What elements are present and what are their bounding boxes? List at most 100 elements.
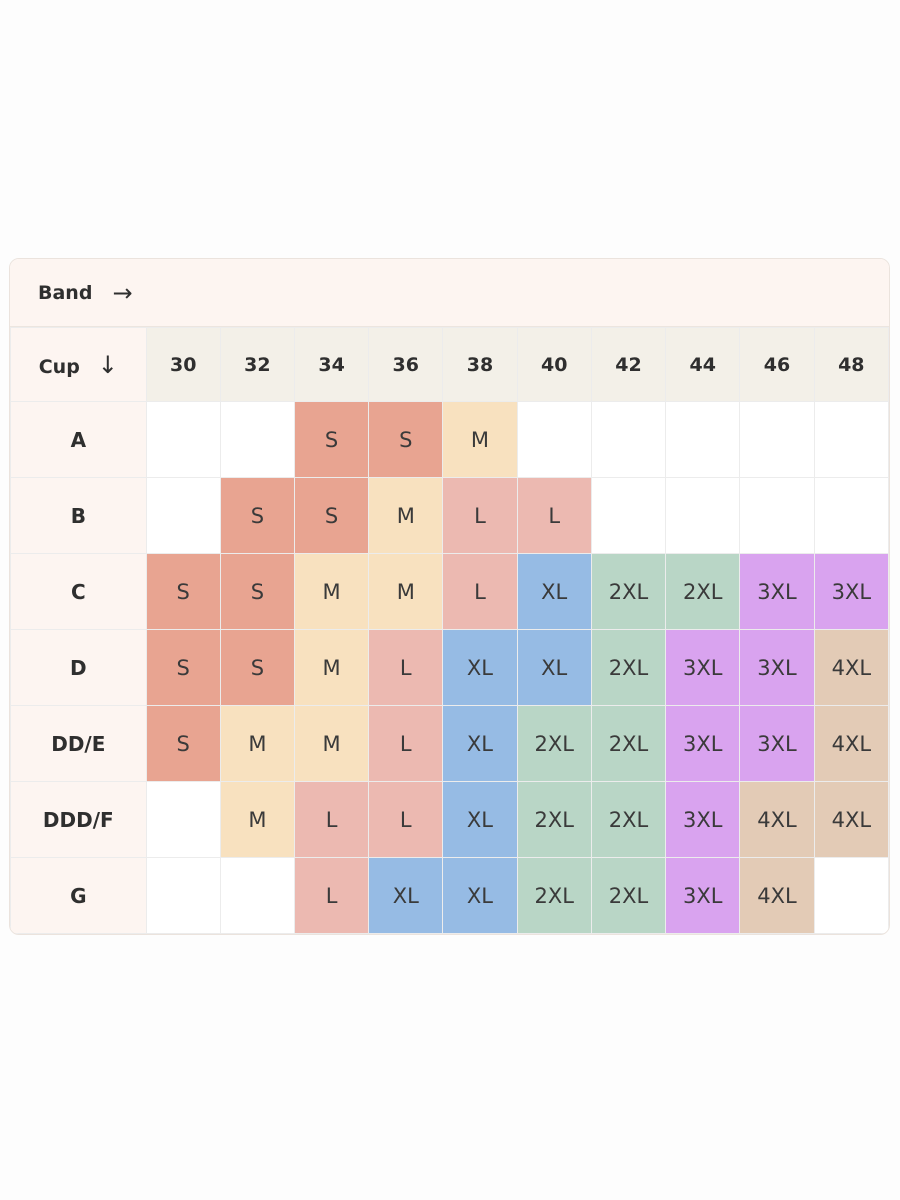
size-cell: 2XL [590,857,667,934]
size-cell: S [219,629,296,706]
size-cell: XL [516,629,592,706]
cup-label-cell: DDD/F [10,781,147,858]
empty-cell [590,401,667,478]
empty-cell [219,401,296,478]
size-cell: 4XL [739,857,815,934]
empty-cell [145,857,221,934]
empty-cell [739,477,815,554]
size-cell: L [293,781,370,858]
size-cell: 2XL [590,629,667,706]
cup-row: G L XL XL 2XL 2XL 3XL 4XL [10,857,889,934]
size-cell: L [442,553,518,630]
size-cell: L [368,781,444,858]
size-cell: 3XL [739,705,815,782]
size-cell: L [516,477,592,554]
size-cell: S [368,401,444,478]
size-cell: M [368,477,444,554]
size-cell: XL [516,553,592,630]
cup-axis-header: Cup ↓ [10,327,147,402]
empty-cell [590,477,667,554]
size-cell: XL [442,857,518,934]
size-cell: 2XL [516,705,592,782]
cup-label-cell: DD/E [10,705,147,782]
size-cell: S [293,401,370,478]
size-cell: L [442,477,518,554]
size-cell: 3XL [665,781,741,858]
empty-cell [219,857,296,934]
size-cell: XL [442,781,518,858]
down-arrow-icon: ↓ [97,350,118,379]
empty-cell [665,477,741,554]
cup-row: DD/E S M M L XL 2XL 2XL 3XL 3XL 4XL [10,705,889,782]
band-header-cell: 44 [665,327,741,402]
empty-cell [516,401,592,478]
cup-row: C S S M M L XL 2XL 2XL 3XL 3XL [10,553,889,630]
size-cell: 2XL [590,705,667,782]
size-cell: 2XL [590,553,667,630]
empty-cell [813,401,889,478]
empty-cell [739,401,815,478]
empty-cell [813,857,889,934]
size-cell: M [293,705,370,782]
size-cell: 3XL [813,553,889,630]
size-cell: S [145,705,221,782]
size-cell: S [145,553,221,630]
size-cell: 3XL [665,629,741,706]
size-cell: 2XL [516,857,592,934]
band-header-cell: 32 [219,327,296,402]
size-cell: XL [442,629,518,706]
empty-cell [145,401,221,478]
size-cell: M [293,553,370,630]
size-cell: S [219,477,296,554]
band-header-cell: 46 [739,327,815,402]
band-header-cell: 48 [813,327,889,402]
size-cell: 3XL [739,553,815,630]
cup-label-cell: A [10,401,147,478]
size-cell: XL [368,857,444,934]
size-cell: M [219,705,296,782]
cup-label-cell: C [10,553,147,630]
size-cell: 4XL [813,781,889,858]
empty-cell [145,477,221,554]
size-cell: 2XL [590,781,667,858]
cup-label-cell: D [10,629,147,706]
band-label: Band [38,281,93,304]
band-header-cell: 42 [590,327,667,402]
cup-label-cell: B [10,477,147,554]
size-cell: L [368,705,444,782]
band-header-cell: 34 [293,327,370,402]
size-cell: L [368,629,444,706]
size-cell: 3XL [739,629,815,706]
cup-row: D S S M L XL XL 2XL 3XL 3XL 4XL [10,629,889,706]
size-cell: 4XL [813,629,889,706]
band-header-cell: 40 [516,327,592,402]
cup-label-cell: G [10,857,147,934]
size-cell: 2XL [665,553,741,630]
size-cell: M [368,553,444,630]
empty-cell [813,477,889,554]
cup-label: Cup [38,355,80,378]
size-grid-body: A S S M B S S M L L C S S M M L XL 2XL 2XL 3XL 3XL D S S M L XL XL 2… [10,401,889,934]
band-header-row: Cup ↓ 30 32 34 36 38 40 42 44 46 48 [10,327,889,402]
band-axis-header: Band → [10,259,889,327]
empty-cell [665,401,741,478]
size-cell: 2XL [516,781,592,858]
size-cell: 3XL [665,705,741,782]
size-cell: M [442,401,518,478]
size-cell: 4XL [813,705,889,782]
size-cell: L [293,857,370,934]
size-cell: M [293,629,370,706]
band-header-cell: 38 [442,327,518,402]
size-cell: M [219,781,296,858]
size-cell: 3XL [665,857,741,934]
empty-cell [145,781,221,858]
size-cell: S [145,629,221,706]
right-arrow-icon: → [112,278,133,307]
band-header-cell: 30 [145,327,221,402]
size-cell: 4XL [739,781,815,858]
size-cell: S [293,477,370,554]
size-cell: XL [442,705,518,782]
